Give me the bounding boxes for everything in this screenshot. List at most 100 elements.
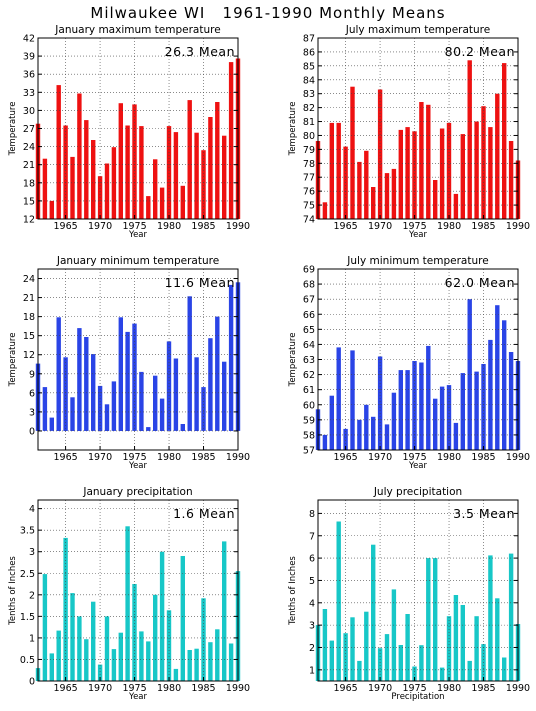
bar-1967 — [77, 616, 82, 681]
bar-1985 — [201, 387, 206, 431]
y-tick-label: 2.5 — [20, 569, 35, 580]
bar-1989 — [508, 352, 514, 450]
y-tick-label: 30 — [23, 106, 35, 117]
x-tick-label: 1970 — [88, 452, 112, 463]
bar-1967 — [357, 161, 362, 219]
chart-panel-4: July minimum temperature 57 58 59 60 61 62 63 64… — [288, 255, 530, 471]
bar-1981 — [173, 668, 179, 681]
bar-1987 — [495, 598, 500, 681]
y-tick-label: 18 — [23, 312, 35, 323]
bar-1967 — [357, 419, 362, 450]
bar-1982 — [460, 134, 465, 219]
bar-1986 — [488, 339, 493, 450]
bar-1985 — [481, 106, 486, 219]
bar-1969 — [91, 140, 96, 219]
chart-panel-3: January minimum temperature 0 3 6 9 12 15 18 21 2… — [8, 255, 250, 471]
bar-1971 — [384, 173, 390, 219]
y-axis-label: Temperature — [288, 102, 298, 157]
x-tick-label: 1980 — [437, 221, 461, 232]
bar-1977 — [146, 427, 151, 431]
y-tick-label: 21 — [23, 160, 35, 171]
bar-1984 — [474, 616, 479, 681]
bar-1989 — [508, 141, 514, 219]
x-tick-label: 1970 — [368, 452, 392, 463]
bar-1962 — [42, 574, 48, 681]
bar-1978 — [433, 558, 438, 681]
bar-1988 — [502, 320, 507, 450]
bar-1962 — [322, 609, 328, 681]
bar-1987 — [215, 102, 220, 219]
x-axis-label: Year — [408, 230, 428, 240]
bar-1980 — [446, 385, 452, 450]
bar-1974 — [405, 370, 410, 450]
bar-1963 — [329, 122, 334, 219]
bar-1977 — [146, 196, 151, 219]
y-tick-label: 79 — [303, 145, 315, 156]
x-tick-label: 1985 — [191, 683, 215, 694]
y-tick-label: 2 — [309, 643, 315, 654]
bar-1964 — [336, 347, 341, 450]
y-tick-label: 60 — [303, 400, 315, 411]
x-tick-label: 1975 — [402, 683, 426, 694]
y-tick-label: 58 — [303, 430, 315, 441]
bar-1979 — [439, 667, 445, 681]
bar-1983 — [187, 296, 192, 431]
y-tick-label: 24 — [23, 274, 35, 285]
mean-label: 26.3 Mean — [165, 44, 235, 59]
bar-1966 — [350, 617, 355, 681]
bar-1968 — [364, 150, 369, 219]
y-tick-label: 8 — [309, 509, 315, 520]
bar-1968 — [364, 404, 369, 451]
x-tick-label: 1980 — [437, 683, 461, 694]
bar-1979 — [159, 398, 165, 431]
x-tick-label: 1990 — [506, 683, 530, 694]
x-tick-label: 1990 — [506, 452, 530, 463]
bar-1970 — [97, 664, 103, 681]
bar-1986 — [208, 642, 213, 681]
plot-frame — [317, 37, 519, 220]
x-tick-label: 1965 — [53, 452, 77, 463]
bar-1972 — [391, 589, 397, 681]
bar-1976 — [419, 362, 424, 450]
bar-1976 — [419, 102, 424, 219]
bar-1979 — [439, 386, 445, 450]
x-tick-label: 1985 — [471, 452, 495, 463]
bar-1965 — [343, 428, 348, 450]
bar-1967 — [77, 328, 82, 431]
bar-1975 — [412, 666, 417, 681]
bar-1963 — [49, 200, 54, 219]
bar-1966 — [70, 397, 75, 431]
y-tick-label: 62 — [303, 370, 315, 381]
bar-1982 — [180, 556, 185, 681]
bar-1966 — [350, 350, 355, 450]
y-tick-label: 75 — [303, 201, 315, 212]
y-tick-label: 27 — [23, 124, 35, 135]
bar-1964 — [56, 85, 61, 219]
bar-1989 — [228, 284, 234, 431]
bar-1973 — [118, 103, 123, 219]
chart-title: January precipitation — [82, 486, 192, 498]
x-tick-label: 1965 — [333, 221, 357, 232]
y-axis-label: Temperature — [8, 102, 18, 157]
x-tick-label: 1980 — [157, 221, 181, 232]
chart-title: July precipitation — [373, 486, 462, 498]
y-tick-label: 1 — [29, 633, 35, 644]
y-tick-label: 9 — [29, 369, 35, 380]
chart-title: July minimum temperature — [346, 255, 488, 267]
bar-1987 — [495, 93, 500, 219]
bar-1966 — [70, 156, 75, 219]
bar-1962 — [42, 158, 48, 219]
bar-1969 — [371, 416, 376, 450]
x-tick-label: 1990 — [226, 683, 250, 694]
y-tick-label: 4 — [29, 504, 35, 515]
y-tick-label: 3.5 — [20, 526, 35, 537]
x-tick-label: 1980 — [157, 452, 181, 463]
y-axis-label: Tenths of Inches — [8, 556, 18, 626]
bar-1984 — [194, 132, 199, 219]
bar-1963 — [49, 653, 54, 681]
x-tick-label: 1970 — [368, 221, 392, 232]
x-tick-label: 1990 — [506, 221, 530, 232]
bar-1982 — [180, 424, 185, 431]
bar-1974 — [405, 127, 410, 219]
bar-1969 — [91, 601, 96, 681]
